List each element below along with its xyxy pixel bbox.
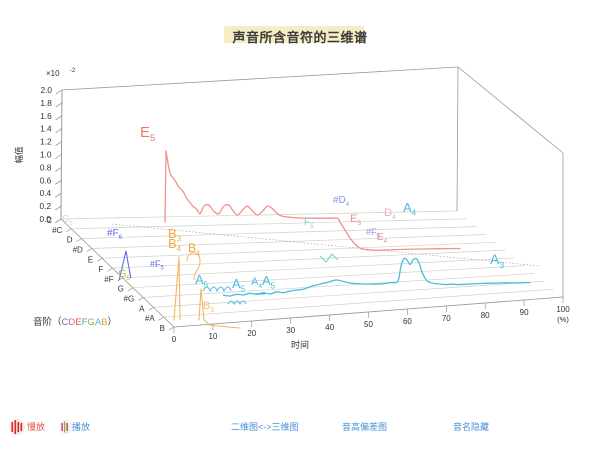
svg-text:90: 90 (520, 308, 529, 317)
svg-text:2.0: 2.0 (40, 85, 52, 95)
svg-text:慢放: 慢放 (27, 421, 45, 432)
svg-text:#F: #F (104, 275, 113, 284)
svg-text:70: 70 (442, 314, 451, 323)
svg-text:#G: #G (124, 295, 135, 304)
svg-text:0.6: 0.6 (40, 175, 52, 185)
svg-text:G: G (118, 285, 124, 294)
svg-text:40: 40 (325, 323, 334, 332)
svg-text:60: 60 (403, 317, 412, 326)
svg-text:10: 10 (208, 332, 217, 341)
svg-text:#C: #C (52, 226, 62, 235)
svg-text:0.4: 0.4 (40, 188, 52, 198)
svg-text:时间: 时间 (291, 339, 309, 350)
svg-text:1.0: 1.0 (40, 150, 52, 160)
svg-text:1.6: 1.6 (40, 111, 52, 121)
svg-text:#A: #A (145, 314, 155, 323)
svg-text:F: F (99, 265, 104, 274)
svg-text:幅值: 幅值 (14, 146, 24, 164)
svg-text:50: 50 (364, 320, 373, 329)
svg-text:A: A (139, 304, 145, 313)
svg-text:1.2: 1.2 (40, 137, 52, 147)
svg-text:音名隐藏: 音名隐藏 (453, 421, 489, 432)
svg-text:1.4: 1.4 (40, 124, 52, 134)
svg-text:×10: ×10 (46, 69, 60, 78)
svg-text:音阶（CDEFGAB）: 音阶（CDEFGAB） (33, 316, 117, 328)
svg-text:E: E (88, 255, 93, 264)
svg-text:播放: 播放 (72, 421, 90, 432)
svg-text:0.2: 0.2 (40, 201, 52, 211)
svg-text:#D: #D (73, 246, 83, 255)
svg-text:B: B (160, 324, 165, 333)
svg-text:0: 0 (172, 335, 177, 344)
svg-text:20: 20 (247, 329, 256, 338)
svg-text:C: C (46, 216, 52, 225)
svg-text:D: D (67, 236, 73, 245)
svg-text:1.8: 1.8 (40, 98, 52, 108)
svg-text:80: 80 (481, 311, 490, 320)
svg-text:-2: -2 (70, 68, 76, 74)
svg-text:100: 100 (556, 305, 570, 314)
svg-text:30: 30 (286, 326, 295, 335)
svg-text:(%): (%) (557, 315, 569, 324)
svg-text:二维图<->三维图: 二维图<->三维图 (231, 421, 299, 432)
svg-text:0.8: 0.8 (40, 162, 52, 172)
svg-text:音高偏差图: 音高偏差图 (342, 421, 387, 432)
